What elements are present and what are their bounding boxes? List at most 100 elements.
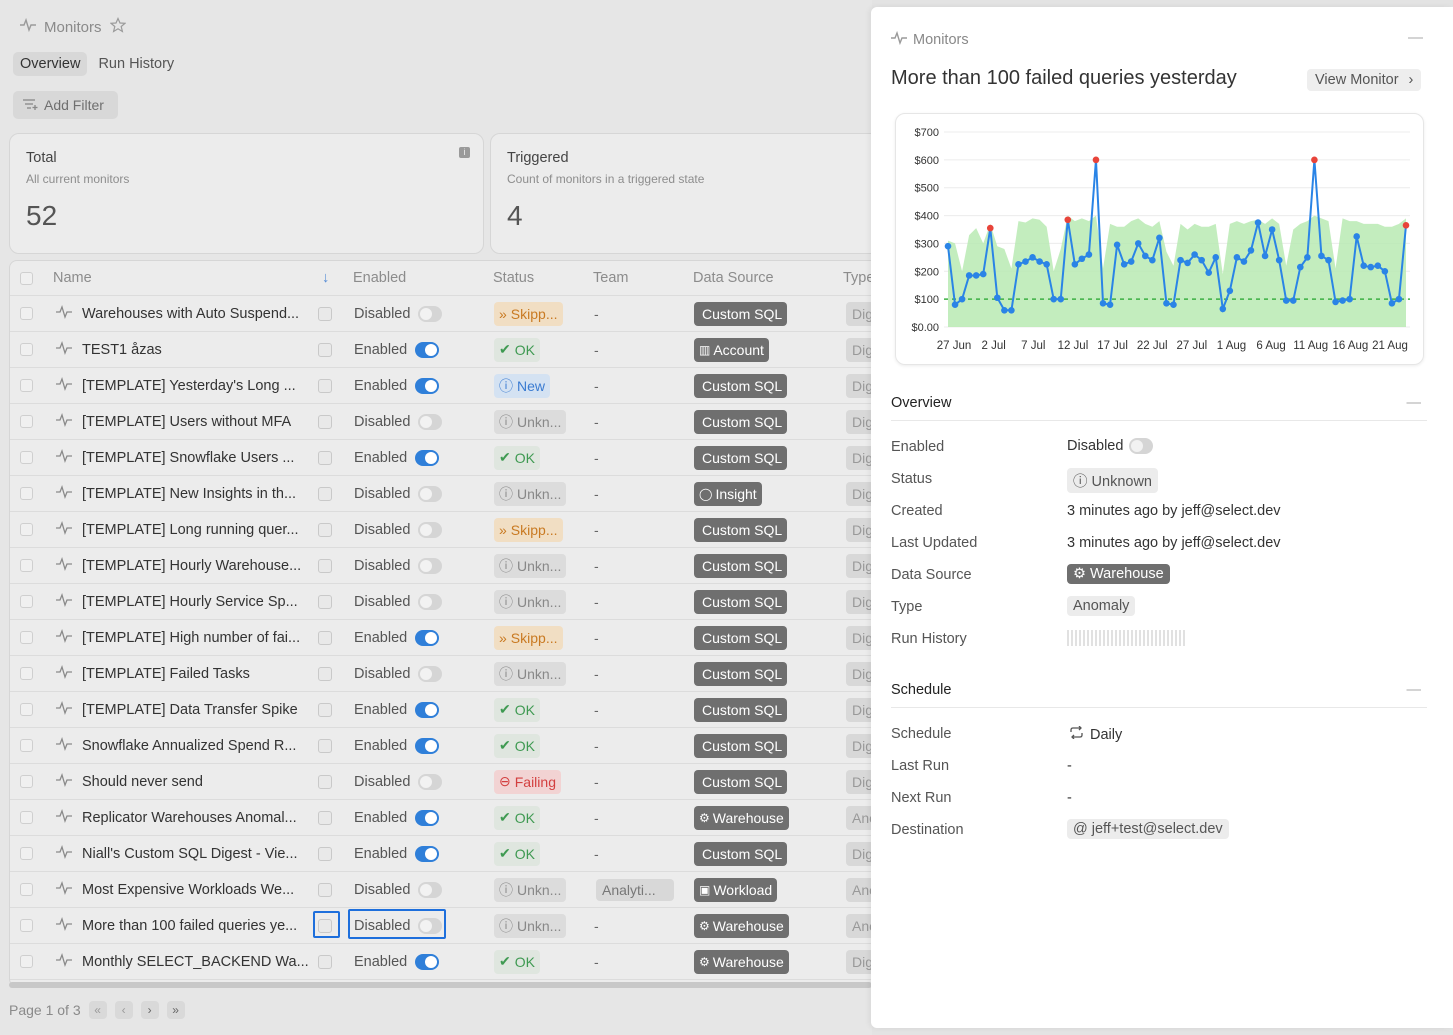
monitor-name[interactable]: [TEMPLATE] Snowflake Users ... <box>82 449 295 466</box>
table-row[interactable]: Replicator Warehouses Anomal... Enabled … <box>10 800 872 836</box>
select-all-checkbox[interactable] <box>20 271 33 285</box>
edit-icon[interactable] <box>318 450 332 465</box>
enabled-toggle[interactable] <box>415 629 440 646</box>
row-checkbox[interactable] <box>20 451 33 464</box>
next-page-button[interactable]: › <box>140 1001 159 1019</box>
enabled-toggle[interactable] <box>415 809 440 826</box>
row-checkbox[interactable] <box>20 667 33 680</box>
monitor-name[interactable]: Snowflake Annualized Spend R... <box>82 737 297 754</box>
monitor-name[interactable]: Should never send <box>82 773 203 790</box>
monitor-name[interactable]: [TEMPLATE] Long running quer... <box>82 521 299 538</box>
col-status[interactable]: Status <box>493 270 535 286</box>
enabled-cell[interactable]: Enabled <box>354 629 440 646</box>
edit-icon[interactable] <box>318 810 332 825</box>
enabled-toggle[interactable] <box>1129 438 1154 454</box>
enabled-cell[interactable]: Disabled <box>354 305 443 322</box>
enabled-cell[interactable]: Disabled <box>354 413 443 430</box>
enabled-toggle[interactable] <box>415 737 440 754</box>
table-row[interactable]: Most Expensive Workloads We... Disabled … <box>10 872 872 908</box>
enabled-cell[interactable]: Disabled <box>354 773 443 790</box>
monitor-name[interactable]: Monthly SELECT_BACKEND Wa... <box>82 953 309 970</box>
enabled-cell[interactable]: Enabled <box>354 701 440 718</box>
table-row[interactable]: [TEMPLATE] Failed Tasks Disabled ⓘ Unkn.… <box>10 656 872 692</box>
monitor-name[interactable]: [TEMPLATE] High number of fai... <box>82 629 301 646</box>
row-checkbox[interactable] <box>20 739 33 752</box>
table-row[interactable]: [TEMPLATE] Long running quer... Disabled… <box>10 512 872 548</box>
enabled-toggle[interactable] <box>418 881 443 898</box>
enabled-cell[interactable]: Disabled <box>354 485 443 502</box>
edit-icon[interactable] <box>318 846 332 861</box>
row-checkbox[interactable] <box>20 415 33 428</box>
row-checkbox[interactable] <box>20 919 33 932</box>
monitor-name[interactable]: [TEMPLATE] Failed Tasks <box>82 665 250 682</box>
edit-icon[interactable] <box>318 378 332 393</box>
monitor-name[interactable]: Most Expensive Workloads We... <box>82 881 295 898</box>
row-checkbox[interactable] <box>20 559 33 572</box>
edit-icon[interactable] <box>318 558 332 573</box>
table-row[interactable]: [TEMPLATE] Snowflake Users ... Enabled ✔… <box>10 440 872 476</box>
edit-icon[interactable] <box>318 738 332 753</box>
row-checkbox[interactable] <box>20 487 33 500</box>
edit-icon[interactable] <box>318 702 332 717</box>
sort-desc-icon[interactable]: ↓ <box>322 270 330 286</box>
enabled-toggle[interactable] <box>418 521 443 538</box>
col-team[interactable]: Team <box>593 270 629 286</box>
monitor-name[interactable]: [TEMPLATE] Data Transfer Spike <box>82 701 298 718</box>
table-row[interactable]: [TEMPLATE] Data Transfer Spike Enabled ✔… <box>10 692 872 728</box>
schedule-section-header[interactable]: Schedule — <box>891 682 1427 708</box>
enabled-cell[interactable]: Disabled <box>354 917 443 934</box>
enabled-cell[interactable]: Enabled <box>354 377 440 394</box>
enabled-toggle[interactable] <box>415 341 440 358</box>
prev-page-button[interactable]: ‹ <box>114 1001 133 1019</box>
row-checkbox[interactable] <box>20 883 33 896</box>
table-row[interactable]: Monthly SELECT_BACKEND Wa... Enabled ✔ O… <box>10 944 872 980</box>
monitor-name[interactable]: Niall's Custom SQL Digest - Vie... <box>82 845 298 862</box>
row-checkbox[interactable] <box>20 847 33 860</box>
table-row[interactable]: [TEMPLATE] Hourly Warehouse... Disabled … <box>10 548 872 584</box>
enabled-cell[interactable]: Enabled <box>354 845 440 862</box>
monitor-name[interactable]: Warehouses with Auto Suspend... <box>82 305 300 322</box>
enabled-cell[interactable]: Disabled <box>354 665 443 682</box>
horizontal-scrollbar[interactable] <box>9 982 872 988</box>
col-type[interactable]: Type <box>843 270 872 286</box>
row-checkbox[interactable] <box>20 955 33 968</box>
table-row[interactable]: Snowflake Annualized Spend R... Enabled … <box>10 728 872 764</box>
edit-icon[interactable] <box>318 774 332 789</box>
tab-run-history[interactable]: Run History <box>98 56 175 72</box>
table-row[interactable]: TEST1 åzas Enabled ✔ OK - ▥ Account Dig <box>10 332 872 368</box>
row-checkbox[interactable] <box>20 379 33 392</box>
table-row[interactable]: [TEMPLATE] New Insights in th... Disable… <box>10 476 872 512</box>
row-checkbox[interactable] <box>20 595 33 608</box>
monitor-name[interactable]: [TEMPLATE] Users without MFA <box>82 413 292 430</box>
enabled-cell[interactable]: Disabled <box>354 881 443 898</box>
enabled-toggle[interactable] <box>418 557 443 574</box>
first-page-button[interactable]: « <box>88 1001 107 1019</box>
col-data-source[interactable]: Data Source <box>693 270 774 286</box>
row-checkbox[interactable] <box>20 775 33 788</box>
table-row[interactable]: [TEMPLATE] Yesterday's Long ... Enabled … <box>10 368 872 404</box>
enabled-toggle[interactable] <box>418 305 443 322</box>
enabled-toggle[interactable] <box>415 845 440 862</box>
enabled-cell[interactable]: Enabled <box>354 737 440 754</box>
row-checkbox[interactable] <box>20 523 33 536</box>
edit-icon[interactable] <box>318 954 332 969</box>
edit-icon[interactable] <box>318 666 332 681</box>
enabled-toggle[interactable] <box>418 593 443 610</box>
edit-icon[interactable] <box>318 918 332 933</box>
col-name[interactable]: Name <box>53 270 92 286</box>
row-checkbox[interactable] <box>20 631 33 644</box>
collapse-icon[interactable]: — <box>1406 395 1422 411</box>
collapse-icon[interactable]: — <box>1406 682 1422 698</box>
add-filter-button[interactable]: Add Filter <box>13 91 118 119</box>
monitor-name[interactable]: Replicator Warehouses Anomal... <box>82 809 297 826</box>
enabled-cell[interactable]: Disabled <box>354 593 443 610</box>
enabled-toggle[interactable] <box>418 773 443 790</box>
monitor-name[interactable]: [TEMPLATE] Hourly Service Sp... <box>82 593 298 610</box>
row-checkbox[interactable] <box>20 307 33 320</box>
monitor-name[interactable]: [TEMPLATE] Yesterday's Long ... <box>82 377 296 394</box>
edit-icon[interactable] <box>318 630 332 645</box>
row-checkbox[interactable] <box>20 811 33 824</box>
enabled-cell[interactable]: Enabled <box>354 341 440 358</box>
row-checkbox[interactable] <box>20 703 33 716</box>
edit-icon[interactable] <box>318 594 332 609</box>
